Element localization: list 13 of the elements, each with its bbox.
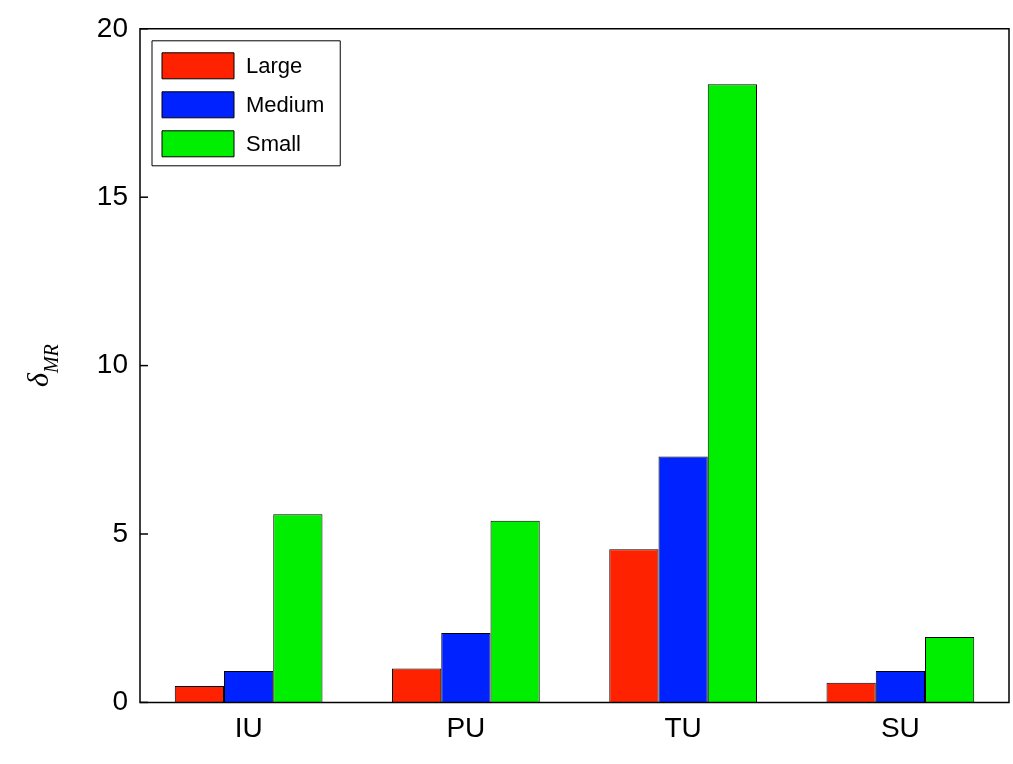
y-tick-label: 15 [96,179,128,211]
legend-label: Small [246,130,302,156]
y-axis-title: δMR [21,344,62,388]
y-tick-label: 10 [96,348,128,380]
y-tick-label: 20 [96,11,128,43]
x-tick-label: TU [664,711,702,743]
legend-label: Large [246,52,303,78]
legend-label: Medium [246,91,325,117]
y-tick-label: 5 [112,516,128,548]
x-tick-label: IU [234,711,263,743]
x-tick-label: PU [446,711,486,743]
y-tick-label: 0 [112,685,128,717]
x-tick-label: SU [880,711,920,743]
